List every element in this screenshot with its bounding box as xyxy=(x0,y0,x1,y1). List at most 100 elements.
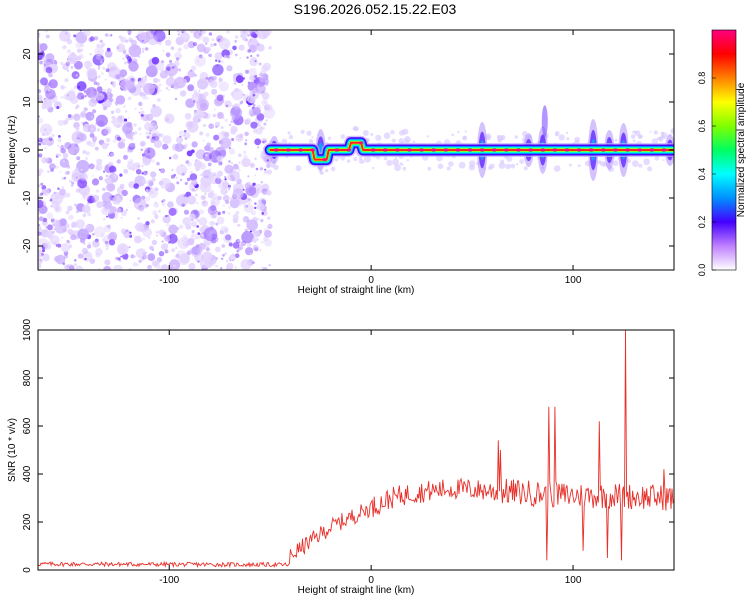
noise-speckle xyxy=(193,100,196,103)
noise-speckle xyxy=(70,234,77,241)
noise-speckle xyxy=(84,257,87,261)
noise-speckle xyxy=(203,91,209,97)
noise-speckle xyxy=(201,251,213,263)
noise-speckle xyxy=(230,120,233,123)
noise-speckle xyxy=(158,229,164,235)
noise-speckle xyxy=(77,48,82,53)
noise-speckle xyxy=(187,195,197,205)
noise-speckle xyxy=(227,187,231,191)
noise-speckle xyxy=(247,49,251,53)
noise-speckle xyxy=(186,150,193,157)
noise-speckle xyxy=(153,139,163,148)
noise-speckle xyxy=(145,65,158,78)
noise-speckle xyxy=(38,153,43,158)
ridge-halo-speckle xyxy=(392,158,399,166)
ridge-peak xyxy=(395,148,400,152)
noise-speckle xyxy=(145,189,149,193)
noise-speckle xyxy=(115,95,126,105)
ridge-halo-speckle xyxy=(464,130,467,133)
noise-speckle xyxy=(230,92,234,96)
noise-speckle xyxy=(154,263,157,267)
noise-speckle xyxy=(232,45,237,51)
noise-speckle xyxy=(94,46,105,57)
noise-speckle xyxy=(218,113,222,117)
noise-speckle xyxy=(113,173,118,178)
noise-speckle xyxy=(145,31,150,37)
noise-speckle xyxy=(39,43,48,52)
noise-speckle xyxy=(250,121,258,129)
noise-speckle xyxy=(109,206,117,214)
noise-speckle xyxy=(64,122,67,125)
ridge-peak xyxy=(528,148,533,152)
noise-speckle xyxy=(216,174,221,179)
snr-frame xyxy=(37,329,675,571)
noise-speckle xyxy=(190,222,193,226)
ridge-halo-speckle xyxy=(346,159,351,163)
noise-speckle xyxy=(218,37,231,50)
noise-speckle xyxy=(129,234,133,238)
noise-speckle xyxy=(234,53,238,57)
ridge-halo-speckle xyxy=(340,134,346,139)
noise-speckle xyxy=(245,117,252,125)
noise-speckle xyxy=(137,217,140,220)
noise-speckle xyxy=(56,106,60,109)
ridge-peak xyxy=(491,148,497,152)
noise-speckle xyxy=(112,117,123,128)
noise-speckle xyxy=(164,113,175,124)
noise-speckle xyxy=(92,109,97,114)
noise-speckle xyxy=(140,110,145,115)
noise-speckle xyxy=(41,246,45,250)
noise-speckle xyxy=(74,203,77,207)
noise-speckle xyxy=(67,94,70,97)
noise-speckle xyxy=(198,209,204,215)
noise-speckle xyxy=(224,164,234,174)
noise-speckle xyxy=(257,30,269,40)
noise-speckle xyxy=(47,234,53,240)
noise-speckle xyxy=(138,111,141,114)
noise-speckle xyxy=(141,172,144,175)
noise-speckle xyxy=(240,34,244,38)
noise-speckle xyxy=(215,222,219,226)
noise-speckle xyxy=(174,51,182,60)
noise-speckle xyxy=(252,261,255,264)
noise-speckle xyxy=(89,258,96,264)
noise-speckle xyxy=(128,143,136,150)
noise-speckle xyxy=(229,254,236,262)
noise-speckle xyxy=(187,70,195,78)
noise-speckle xyxy=(81,247,88,254)
ridge-halo-speckle xyxy=(638,163,643,168)
noise-speckle xyxy=(70,225,74,229)
ridge-peak xyxy=(479,148,485,152)
noise-speckle xyxy=(147,253,156,261)
noise-speckle xyxy=(235,210,240,215)
noise-speckle xyxy=(243,150,247,154)
noise-speckle xyxy=(129,200,132,202)
noise-speckle xyxy=(232,242,240,249)
noise-speckle xyxy=(264,238,272,247)
noise-speckle xyxy=(51,200,60,209)
noise-speckle xyxy=(59,218,67,227)
noise-speckle xyxy=(139,133,142,135)
noise-speckle xyxy=(101,238,106,242)
noise-speckle xyxy=(162,135,172,145)
noise-speckle xyxy=(67,205,73,211)
noise-speckle xyxy=(238,238,241,241)
noise-speckle xyxy=(254,174,257,177)
noise-speckle xyxy=(42,137,50,145)
noise-speckle xyxy=(216,237,219,240)
noise-speckle xyxy=(47,170,50,174)
noise-speckle xyxy=(219,172,222,175)
noise-speckle xyxy=(244,228,248,232)
noise-speckle xyxy=(263,78,270,85)
noise-speckle xyxy=(102,106,108,111)
noise-speckle xyxy=(191,234,194,237)
noise-speckle xyxy=(197,232,201,236)
noise-speckle xyxy=(103,265,112,270)
noise-speckle xyxy=(74,263,77,266)
noise-speckle xyxy=(239,203,242,207)
noise-speckle xyxy=(95,189,100,193)
noise-speckle xyxy=(210,43,214,48)
noise-speckle xyxy=(215,177,222,184)
noise-speckle xyxy=(225,104,229,108)
